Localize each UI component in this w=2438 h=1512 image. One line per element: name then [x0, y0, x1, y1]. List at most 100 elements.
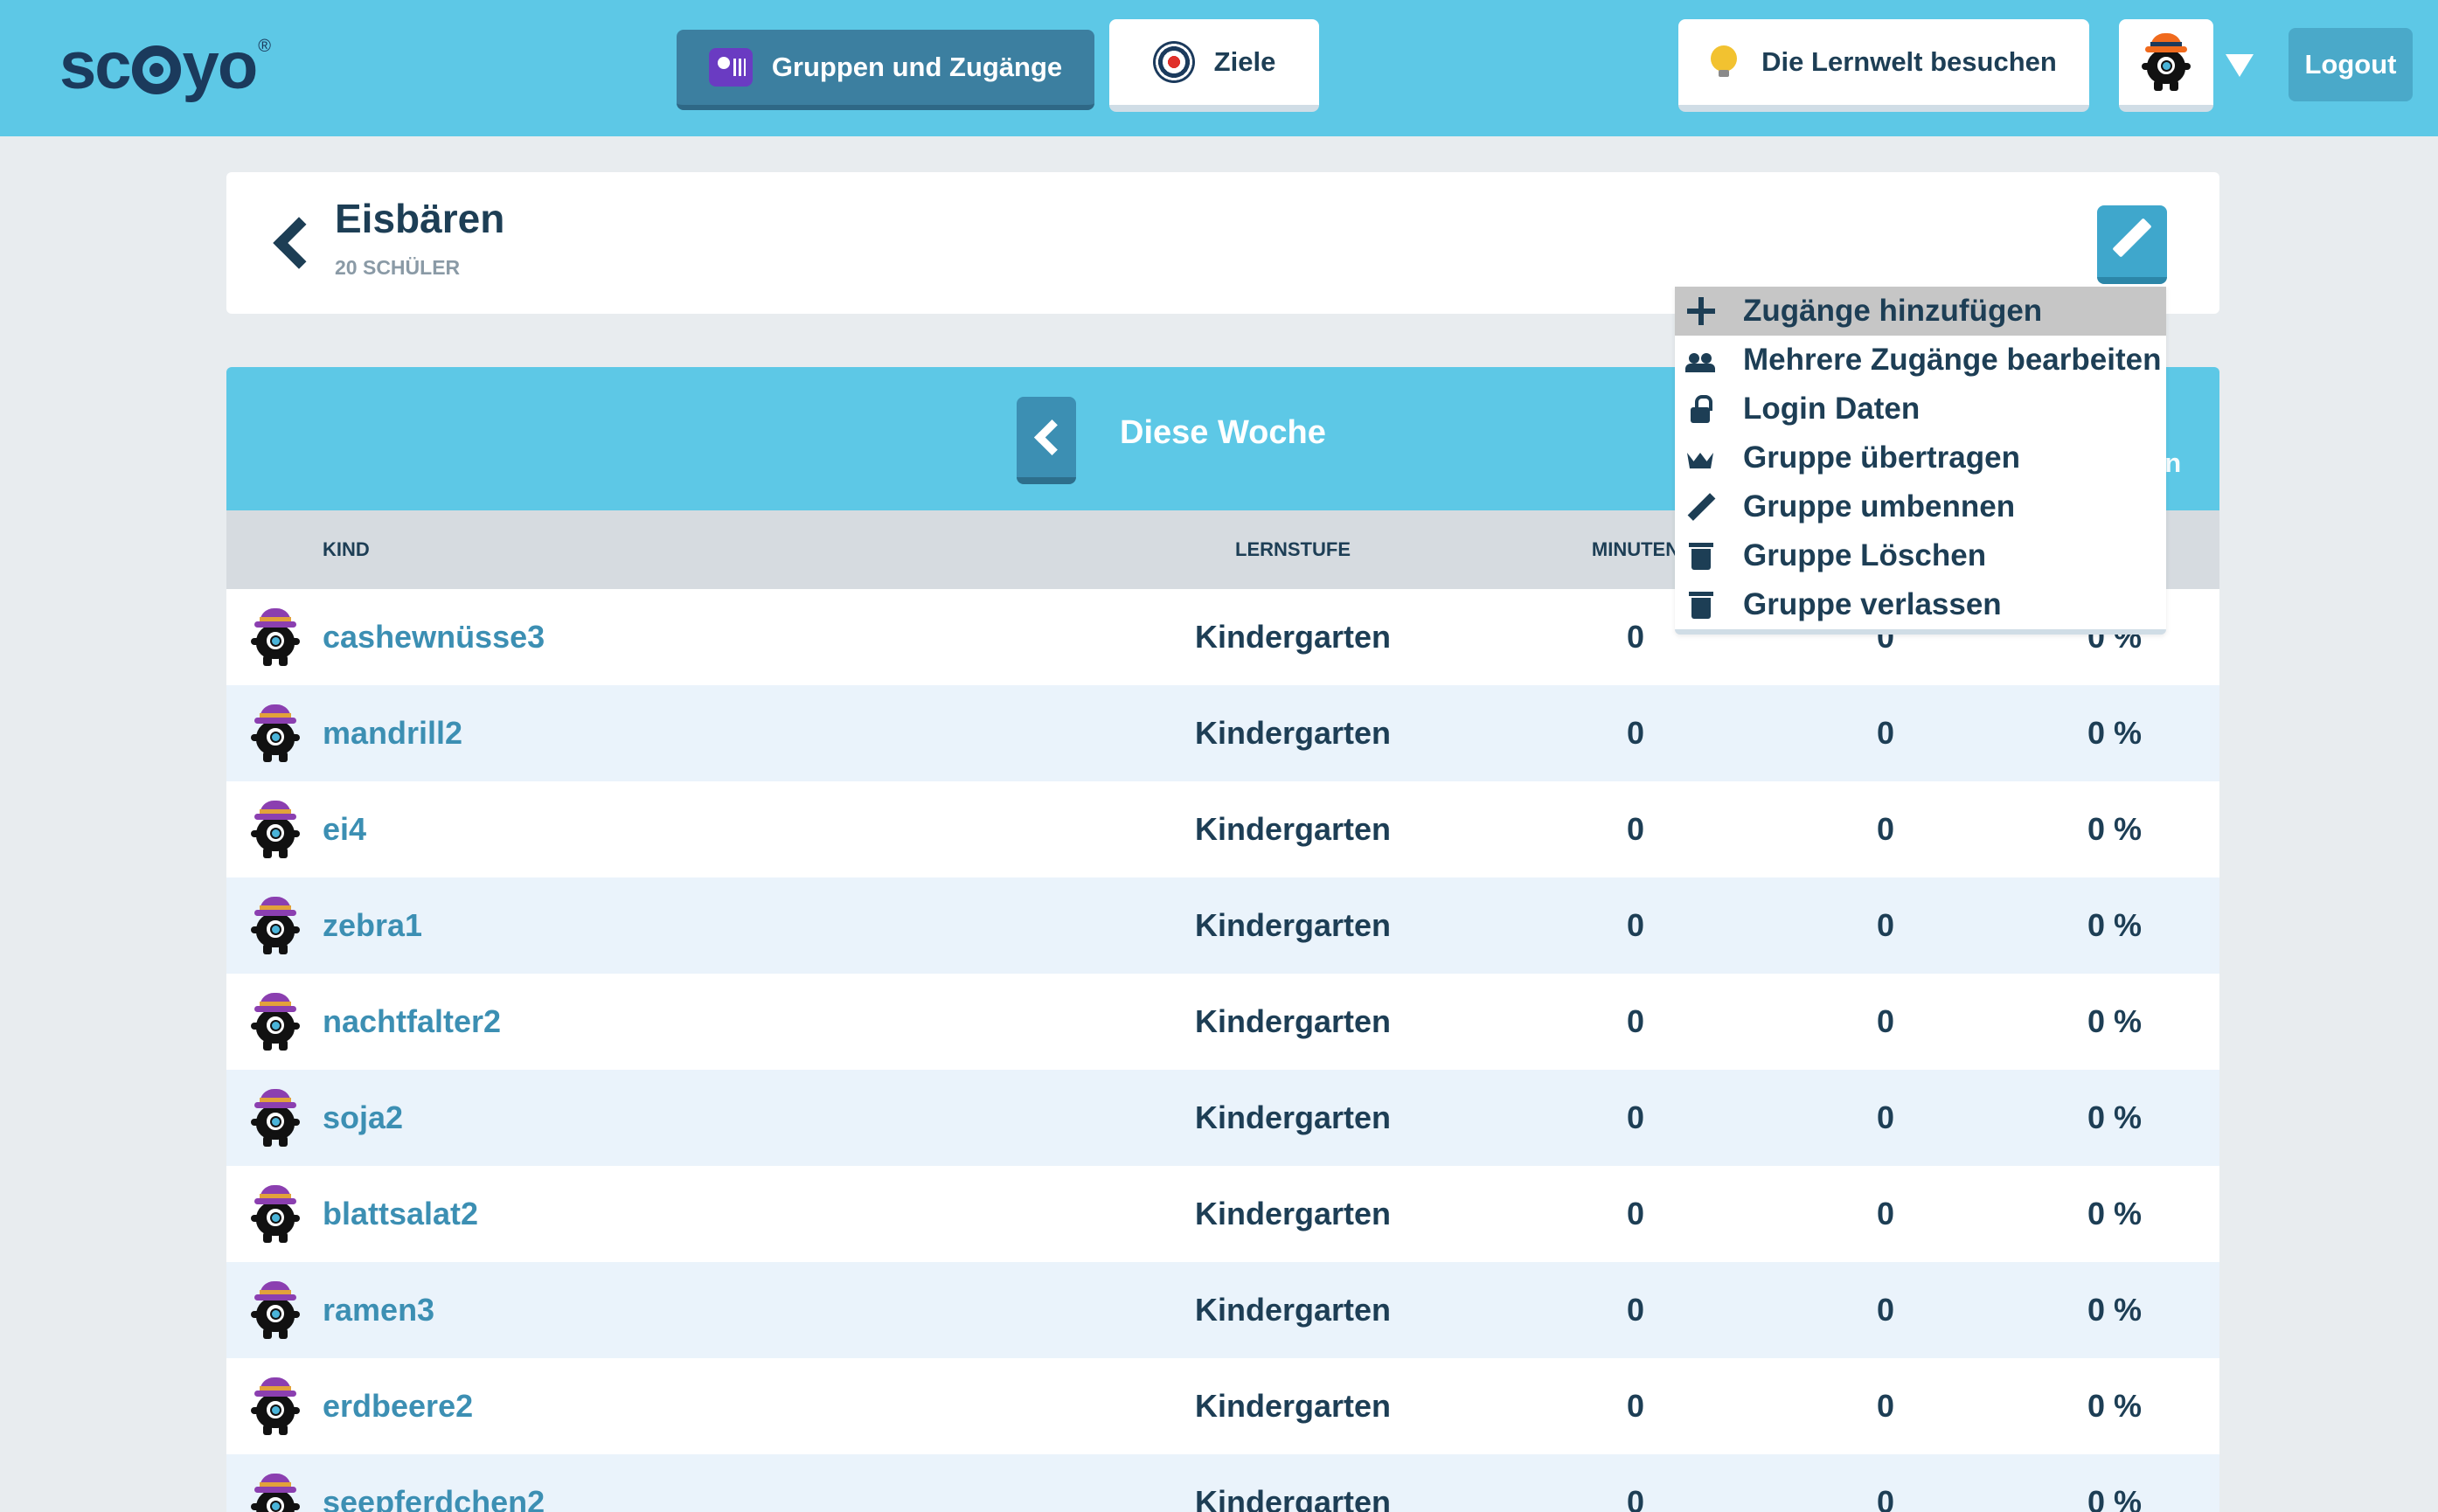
student-minutes: 0 — [1626, 1388, 1645, 1424]
edit-group-button[interactable] — [2097, 205, 2167, 284]
student-name-link[interactable]: soja2 — [323, 1099, 404, 1135]
table-row[interactable]: soja2 Kindergarten 0 0 0 % — [226, 1070, 2219, 1166]
student-percent: 0 % — [2087, 1003, 2143, 1039]
table-row[interactable]: nachtfalter2 Kindergarten 0 0 0 % — [226, 974, 2219, 1070]
student-percent: 0 % — [2087, 1388, 2143, 1424]
top-bar: sc yo ® Gruppen und Zugänge Ziele Die Lern… — [0, 0, 2438, 136]
student-name-link[interactable]: cashewnüsse3 — [323, 619, 545, 655]
previous-week-button[interactable] — [1017, 397, 1076, 484]
student-percent: 0 % — [2087, 811, 2143, 847]
student-level: Kindergarten — [1194, 715, 1392, 751]
student-name-link[interactable]: seepferdchen2 — [323, 1484, 545, 1512]
student-minutes: 0 — [1626, 811, 1645, 847]
trash-icon — [1685, 540, 1717, 572]
student-minutes: 0 — [1626, 907, 1645, 943]
column-header-kind[interactable]: KIND — [323, 538, 370, 560]
student-minutes: 0 — [1626, 1196, 1645, 1231]
logo-text-end: yo — [182, 28, 259, 103]
student-level: Kindergarten — [1194, 1003, 1392, 1039]
student-avatar — [249, 1474, 302, 1512]
logout-button[interactable]: Logout — [2289, 28, 2413, 101]
page-title: Eisbären — [335, 196, 505, 241]
trash-icon — [1685, 589, 1717, 621]
student-count: 20 SCHÜLER — [335, 256, 461, 279]
column-header-level[interactable]: LERNSTUFE — [1235, 538, 1351, 560]
student-percent: 0 % — [2087, 1292, 2143, 1328]
week-label: Diese Woche — [1120, 414, 1326, 451]
student-name-link[interactable]: blattsalat2 — [323, 1196, 479, 1231]
table-row[interactable]: ramen3 Kindergarten 0 0 0 % — [226, 1262, 2219, 1358]
student-avatar — [249, 704, 302, 762]
student-count-value: 0 — [1876, 1196, 1895, 1231]
student-name-link[interactable]: erdbeere2 — [323, 1388, 474, 1424]
student-minutes: 0 — [1626, 1003, 1645, 1039]
student-level: Kindergarten — [1194, 1292, 1392, 1328]
student-count-value: 0 — [1876, 907, 1895, 943]
student-count-value: 0 — [1876, 715, 1895, 751]
student-level: Kindergarten — [1194, 1388, 1392, 1424]
student-level: Kindergarten — [1194, 907, 1392, 943]
menu-item-label: Mehrere Zugänge bearbeiten — [1743, 343, 2162, 377]
student-name-link[interactable]: mandrill2 — [323, 715, 463, 751]
student-name-link[interactable]: ei4 — [323, 811, 367, 847]
crown-icon — [1685, 442, 1717, 474]
menu-item-login-data[interactable]: Login Daten — [1675, 385, 2166, 433]
menu-item-edit-multiple[interactable]: Mehrere Zugänge bearbeiten — [1675, 336, 2166, 385]
student-count-value: 0 — [1876, 1003, 1895, 1039]
back-chevron-icon[interactable] — [268, 216, 312, 272]
menu-item-add-access[interactable]: Zugänge hinzufügen — [1675, 287, 2166, 336]
student-avatar — [249, 801, 302, 858]
student-avatar — [249, 993, 302, 1051]
table-row[interactable]: zebra1 Kindergarten 0 0 0 % — [226, 877, 2219, 974]
table-row[interactable]: blattsalat2 Kindergarten 0 0 0 % — [226, 1166, 2219, 1262]
student-count-value: 0 — [1876, 1099, 1895, 1135]
menu-item-rename-group[interactable]: Gruppe umbennen — [1675, 482, 2166, 531]
groups-nav-label: Gruppen und Zugänge — [771, 52, 1063, 82]
logo-eye-icon — [131, 45, 181, 94]
student-name-link[interactable]: zebra1 — [323, 907, 423, 943]
student-avatar — [249, 1377, 302, 1435]
table-row[interactable]: mandrill2 Kindergarten 0 0 0 % — [226, 685, 2219, 781]
student-count-value: 0 — [1876, 811, 1895, 847]
scoyo-logo[interactable]: sc yo ® — [59, 26, 271, 105]
logo-text-start: sc — [59, 28, 132, 103]
student-table: cashewnüsse3 Kindergarten 0 0 0 % mandrill2 Ki… — [226, 589, 2219, 1512]
menu-item-leave-group[interactable]: Gruppe verlassen — [1675, 580, 2166, 629]
group-header: Eisbären 20 SCHÜLER — [226, 172, 2219, 314]
table-row[interactable]: erdbeere2 Kindergarten 0 0 0 % — [226, 1358, 2219, 1454]
users-icon — [1685, 344, 1717, 376]
student-minutes: 0 — [1626, 715, 1645, 751]
goals-nav-button[interactable]: Ziele — [1109, 19, 1319, 112]
student-level: Kindergarten — [1194, 811, 1392, 847]
student-name-link[interactable]: nachtfalter2 — [323, 1003, 502, 1039]
table-row[interactable]: seepferdchen2 Kindergarten 0 0 0 % — [226, 1454, 2219, 1512]
student-name-link[interactable]: ramen3 — [323, 1292, 435, 1328]
table-row[interactable]: ei4 Kindergarten 0 0 0 % — [226, 781, 2219, 877]
menu-item-label: Login Daten — [1743, 392, 1921, 426]
menu-item-transfer-group[interactable]: Gruppe übertragen — [1675, 433, 2166, 482]
group-actions-menu: Zugänge hinzufügen Mehrere Zugänge bearb… — [1675, 287, 2166, 635]
student-avatar — [249, 897, 302, 954]
menu-item-delete-group[interactable]: Gruppe Löschen — [1675, 531, 2166, 580]
groups-nav-button[interactable]: Gruppen und Zugänge — [677, 30, 1094, 110]
pencil-icon — [1685, 491, 1717, 523]
target-icon — [1152, 41, 1195, 83]
visit-learning-world-button[interactable]: Die Lernwelt besuchen — [1678, 19, 2089, 112]
student-percent: 0 % — [2087, 1099, 2143, 1135]
menu-item-label: Gruppe verlassen — [1743, 587, 2002, 621]
column-header-minutes[interactable]: MINUTEN — [1591, 538, 1680, 560]
student-minutes: 0 — [1626, 619, 1645, 655]
student-percent: 0 % — [2087, 1196, 2143, 1231]
chevron-down-icon[interactable] — [2226, 54, 2254, 77]
student-percent: 0 % — [2087, 1484, 2143, 1512]
menu-item-label: Zugänge hinzufügen — [1743, 294, 2043, 328]
registered-mark: ® — [258, 37, 271, 56]
avatar-button[interactable] — [2119, 19, 2213, 112]
student-count-value: 0 — [1876, 1388, 1895, 1424]
student-level: Kindergarten — [1194, 1196, 1392, 1231]
menu-item-label: Gruppe übertragen — [1743, 440, 2020, 475]
lock-icon — [1685, 393, 1717, 425]
student-avatar — [249, 1089, 302, 1147]
student-level: Kindergarten — [1194, 619, 1392, 655]
visit-learning-world-label: Die Lernwelt besuchen — [1761, 46, 2057, 77]
